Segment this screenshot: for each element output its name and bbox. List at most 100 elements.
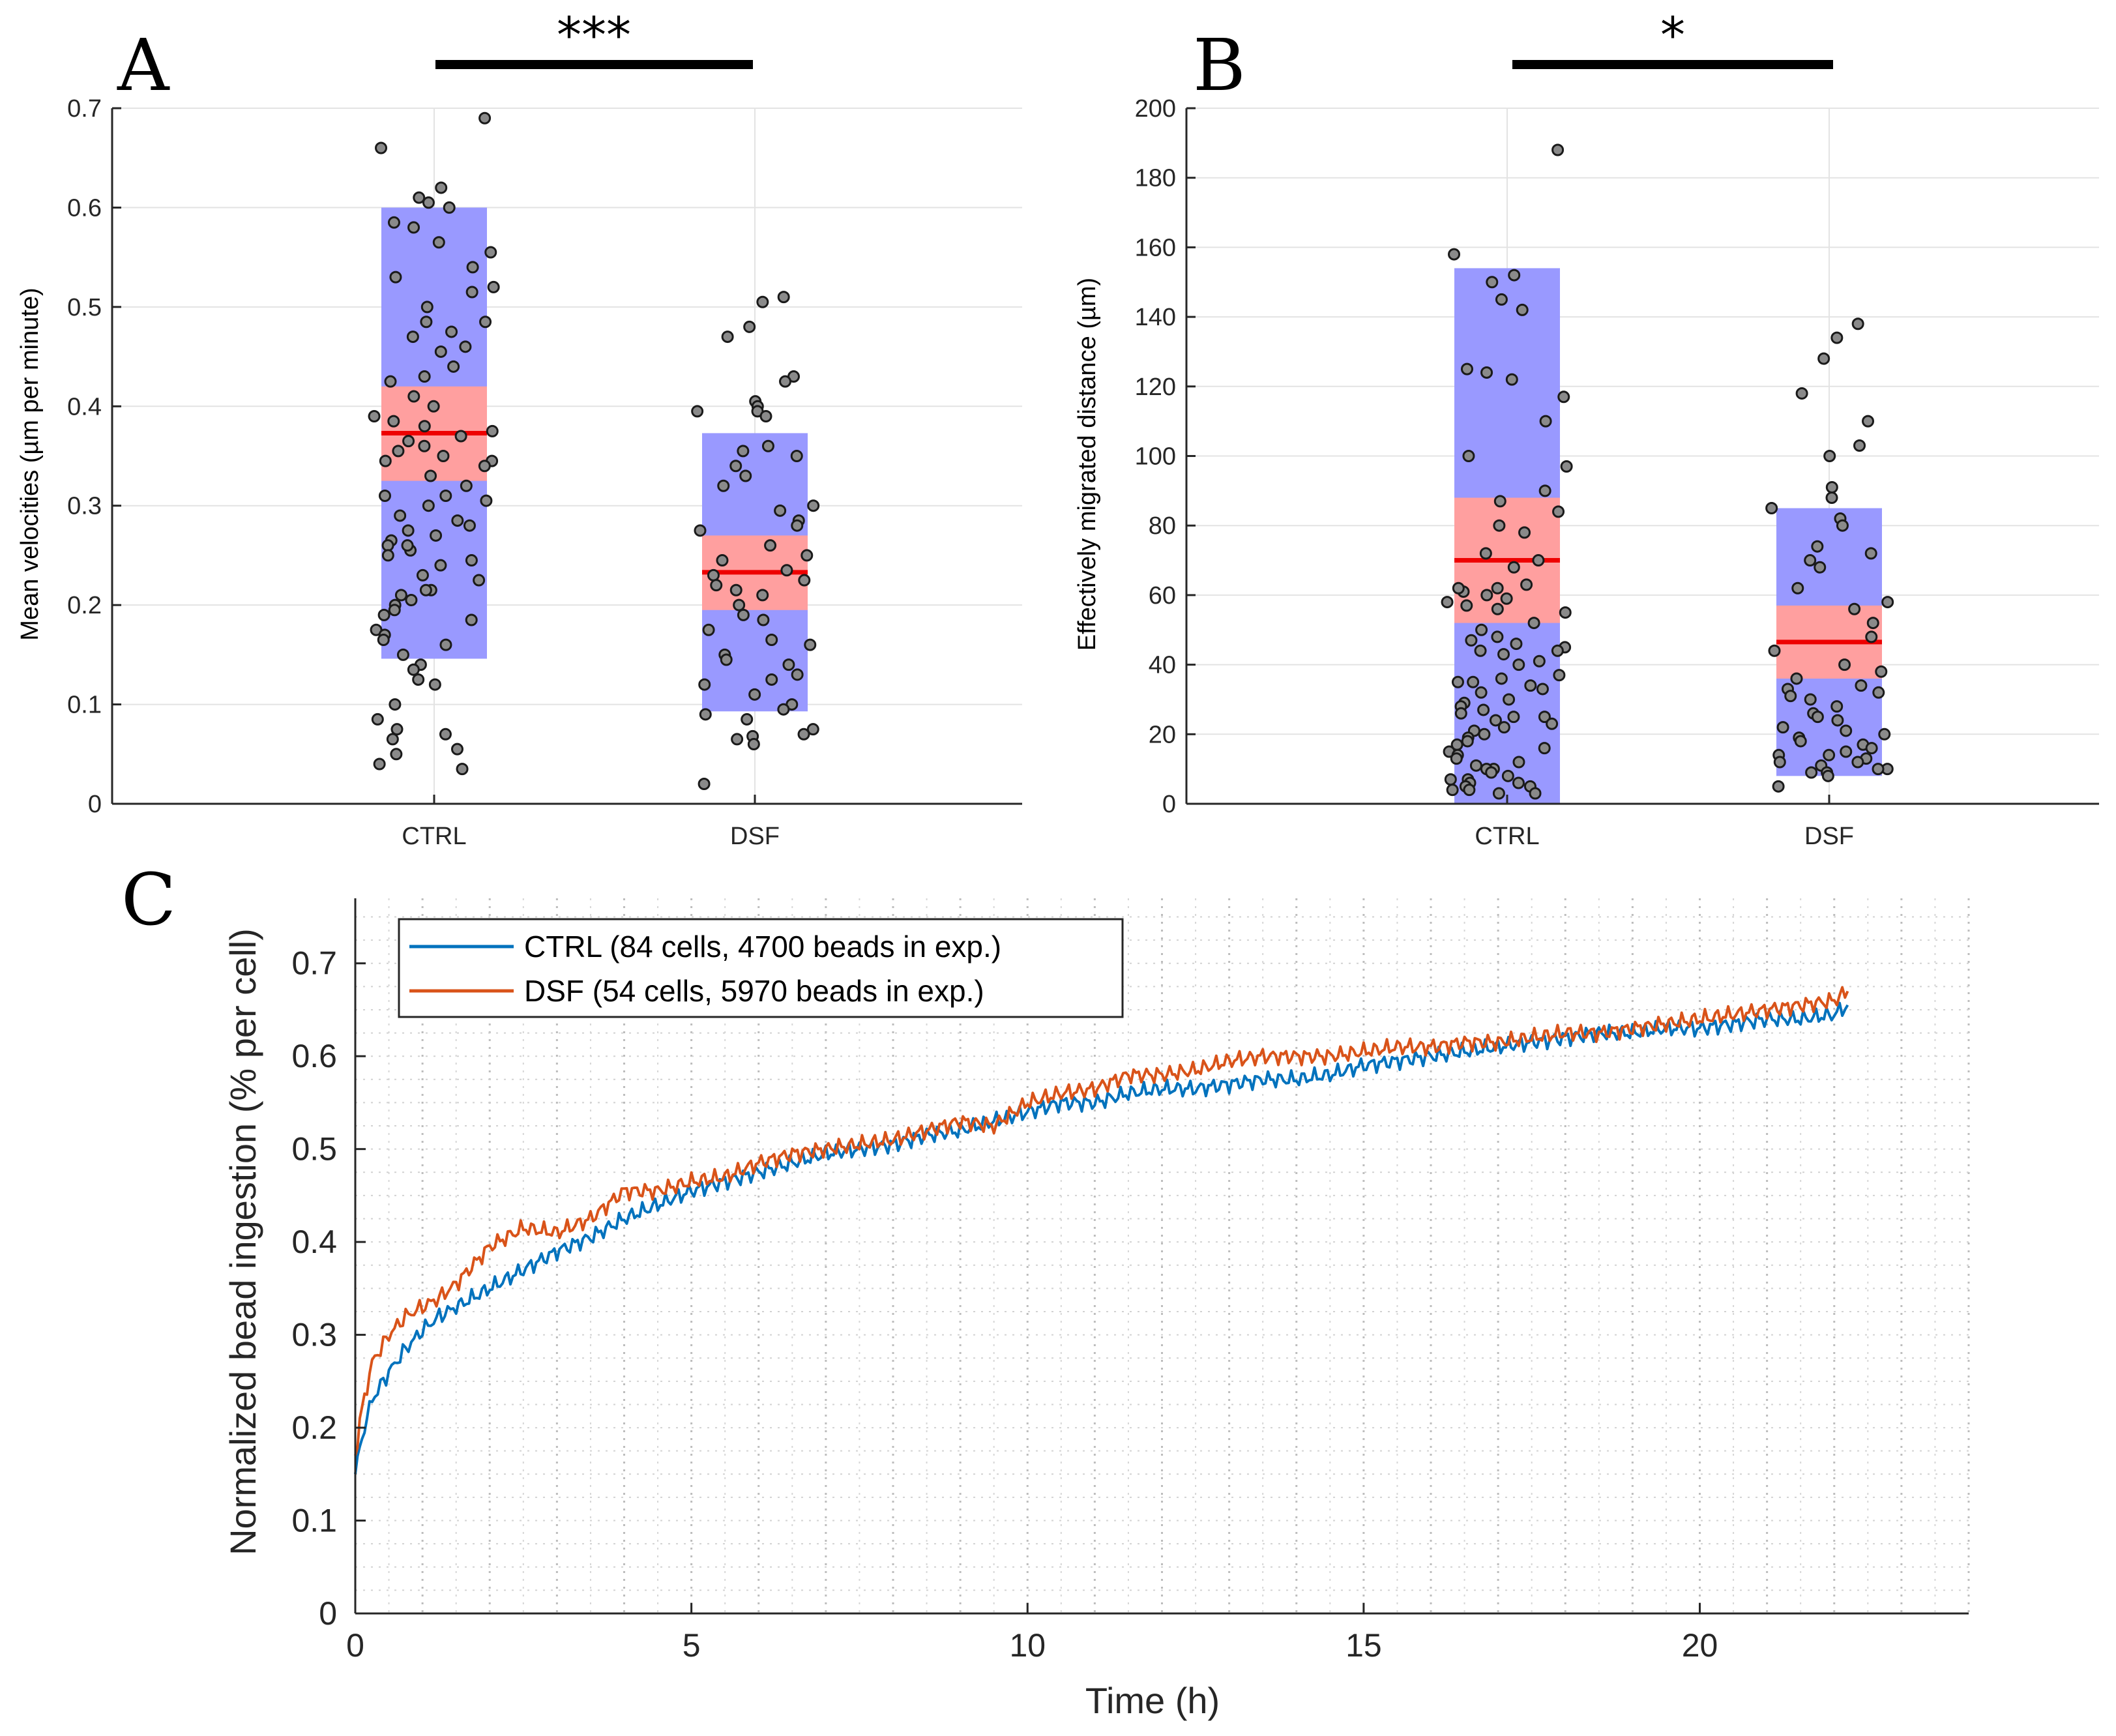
panel-a-data-point: [439, 638, 452, 651]
panel-a-data-point: [447, 360, 460, 373]
panel-a-data-point: [807, 499, 820, 512]
panel-b-data-point: [1444, 773, 1457, 786]
panel-b-data-point: [1448, 248, 1461, 261]
panel-a-data-point: [484, 246, 497, 259]
panel-a-data-point: [765, 673, 778, 686]
panel-a-data-point: [419, 583, 432, 596]
panel-c-y-tick-label: 0.3: [291, 1317, 337, 1353]
panel-b-marks: [1441, 143, 1894, 804]
panel-b-data-point: [1866, 617, 1879, 630]
legend-box: [398, 918, 1124, 1018]
panel-a-data-point: [377, 608, 390, 621]
panel-b-data-point: [1485, 766, 1498, 779]
panel-b-data-point: [1491, 581, 1504, 595]
panel-b-data-point: [1538, 711, 1551, 724]
panel-b-data-point: [1491, 602, 1504, 615]
panel-b-data-point: [1553, 669, 1566, 682]
panel-b-data-point: [1474, 644, 1487, 657]
panel-a-data-point: [779, 375, 792, 388]
panel-a-data-point: [381, 539, 394, 552]
panel-a-data-point: [381, 549, 394, 562]
panel-b-data-point: [1503, 693, 1516, 706]
panel-c-x-tick-label: 15: [1345, 1627, 1382, 1664]
panel-b-data-point: [1838, 658, 1851, 671]
panel-b-data-point: [1497, 721, 1510, 734]
panel-b-data-point: [1851, 317, 1864, 331]
panel-c-axes: 0 0.1 0.2 0.3 0.4 0.5 0.6 0.7 0 5 10 15 20: [291, 898, 1969, 1664]
panel-b-data-point: [1823, 450, 1836, 462]
panel-b-data-point: [1825, 481, 1838, 494]
panel-b-data-point: [1460, 362, 1473, 375]
panel-a-data-point: [716, 554, 729, 567]
panel-a-data-point: [698, 678, 711, 691]
panel-a-data-point: [707, 568, 720, 581]
panel-b-data-point: [1546, 717, 1559, 730]
panel-a-chart: 0 0.1 0.2 0.3 0.4 0.5 0.6 0.7 CTRL DSF Mean veloc…: [16, 95, 1022, 850]
panel-b-data-point: [1463, 784, 1476, 797]
panel-c-y-tick-label: 0.1: [291, 1503, 337, 1539]
panel-b-data-point: [1559, 606, 1572, 619]
panel-b-data-point: [1830, 700, 1844, 713]
panel-b-data-point: [1794, 735, 1807, 748]
panel-a-data-point: [430, 529, 443, 542]
panel-a-data-point: [780, 564, 793, 577]
panel-a-data-point: [384, 375, 397, 388]
panel-a-y-tick-label: 0.2: [67, 592, 102, 619]
panel-b-grid: [1186, 108, 2099, 804]
panel-a-data-point: [407, 390, 420, 403]
panel-a-data-point: [445, 325, 458, 338]
panel-b-data-point: [1790, 672, 1803, 685]
panel-a-data-point: [401, 539, 414, 552]
panel-a-data-point: [427, 400, 440, 413]
panel-a-data-point: [454, 430, 467, 443]
panel-b-y-tick-label: 80: [1149, 512, 1176, 540]
panel-b-data-point: [1512, 756, 1525, 769]
panel-b-data-point: [1516, 303, 1529, 316]
panel-b-data-point: [1478, 728, 1491, 741]
panel-b-data-point: [1493, 495, 1506, 508]
panel-b-data-point: [1518, 526, 1531, 539]
panel-a-data-point: [465, 286, 478, 299]
panel-a-y-tick-label: 0.6: [67, 194, 102, 222]
panel-a-data-point: [459, 340, 472, 353]
panel-c-x-tick-label: 0: [346, 1627, 364, 1664]
panel-b-data-point: [1451, 675, 1464, 688]
panel-a-data-point: [456, 763, 469, 776]
panel-b-data-point: [1460, 599, 1473, 612]
panel-a-data-point: [731, 733, 744, 746]
panel-b-data-point: [1491, 630, 1504, 643]
panel-a-data-point: [757, 613, 770, 626]
panel-b-data-point: [1811, 711, 1824, 724]
panel-b-data-point: [1492, 787, 1505, 800]
panel-b-data-point: [1560, 460, 1573, 473]
panel-a-data-point: [375, 141, 388, 154]
panel-a-data-point: [480, 494, 493, 507]
panel-b-data-point: [1878, 728, 1891, 741]
panel-a-data-point: [473, 574, 486, 587]
panel-a-data-point: [422, 499, 435, 512]
panel-a-data-point: [386, 733, 399, 746]
panel-a-x-tick-label-ctrl: CTRL: [402, 823, 466, 850]
panel-a-data-point: [424, 469, 437, 482]
panel-a-data-point: [759, 410, 772, 423]
panel-a-data-point: [416, 568, 429, 581]
panel-b-data-point: [1804, 554, 1817, 567]
panel-a-data-point: [378, 489, 391, 502]
panel-b-data-point: [1848, 602, 1861, 615]
panel-a-data-point: [407, 221, 420, 234]
significance-bar-b: [1512, 60, 1833, 69]
legend-label-dsf: DSF (54 cells, 5970 beads in exp.): [524, 974, 984, 1008]
panel-a-data-point: [691, 405, 704, 418]
panel-a-data-point: [761, 439, 774, 452]
panel-c-x-tick-label: 5: [683, 1627, 701, 1664]
panel-a-data-point: [435, 181, 448, 194]
panel-a-data-point: [479, 316, 492, 329]
panel-a-data-point: [413, 191, 426, 204]
panel-b-axes: 0 20 40 60 80 100 120 140 160 180 200 CTRL DSF: [1135, 95, 2099, 850]
panel-a-data-point: [387, 216, 400, 229]
panel-a-data-point: [804, 638, 817, 651]
panel-b-data-point: [1446, 784, 1459, 797]
panel-b-data-point: [1865, 630, 1878, 643]
panel-a-data-point: [439, 489, 452, 502]
panel-a-data-point: [478, 460, 491, 473]
